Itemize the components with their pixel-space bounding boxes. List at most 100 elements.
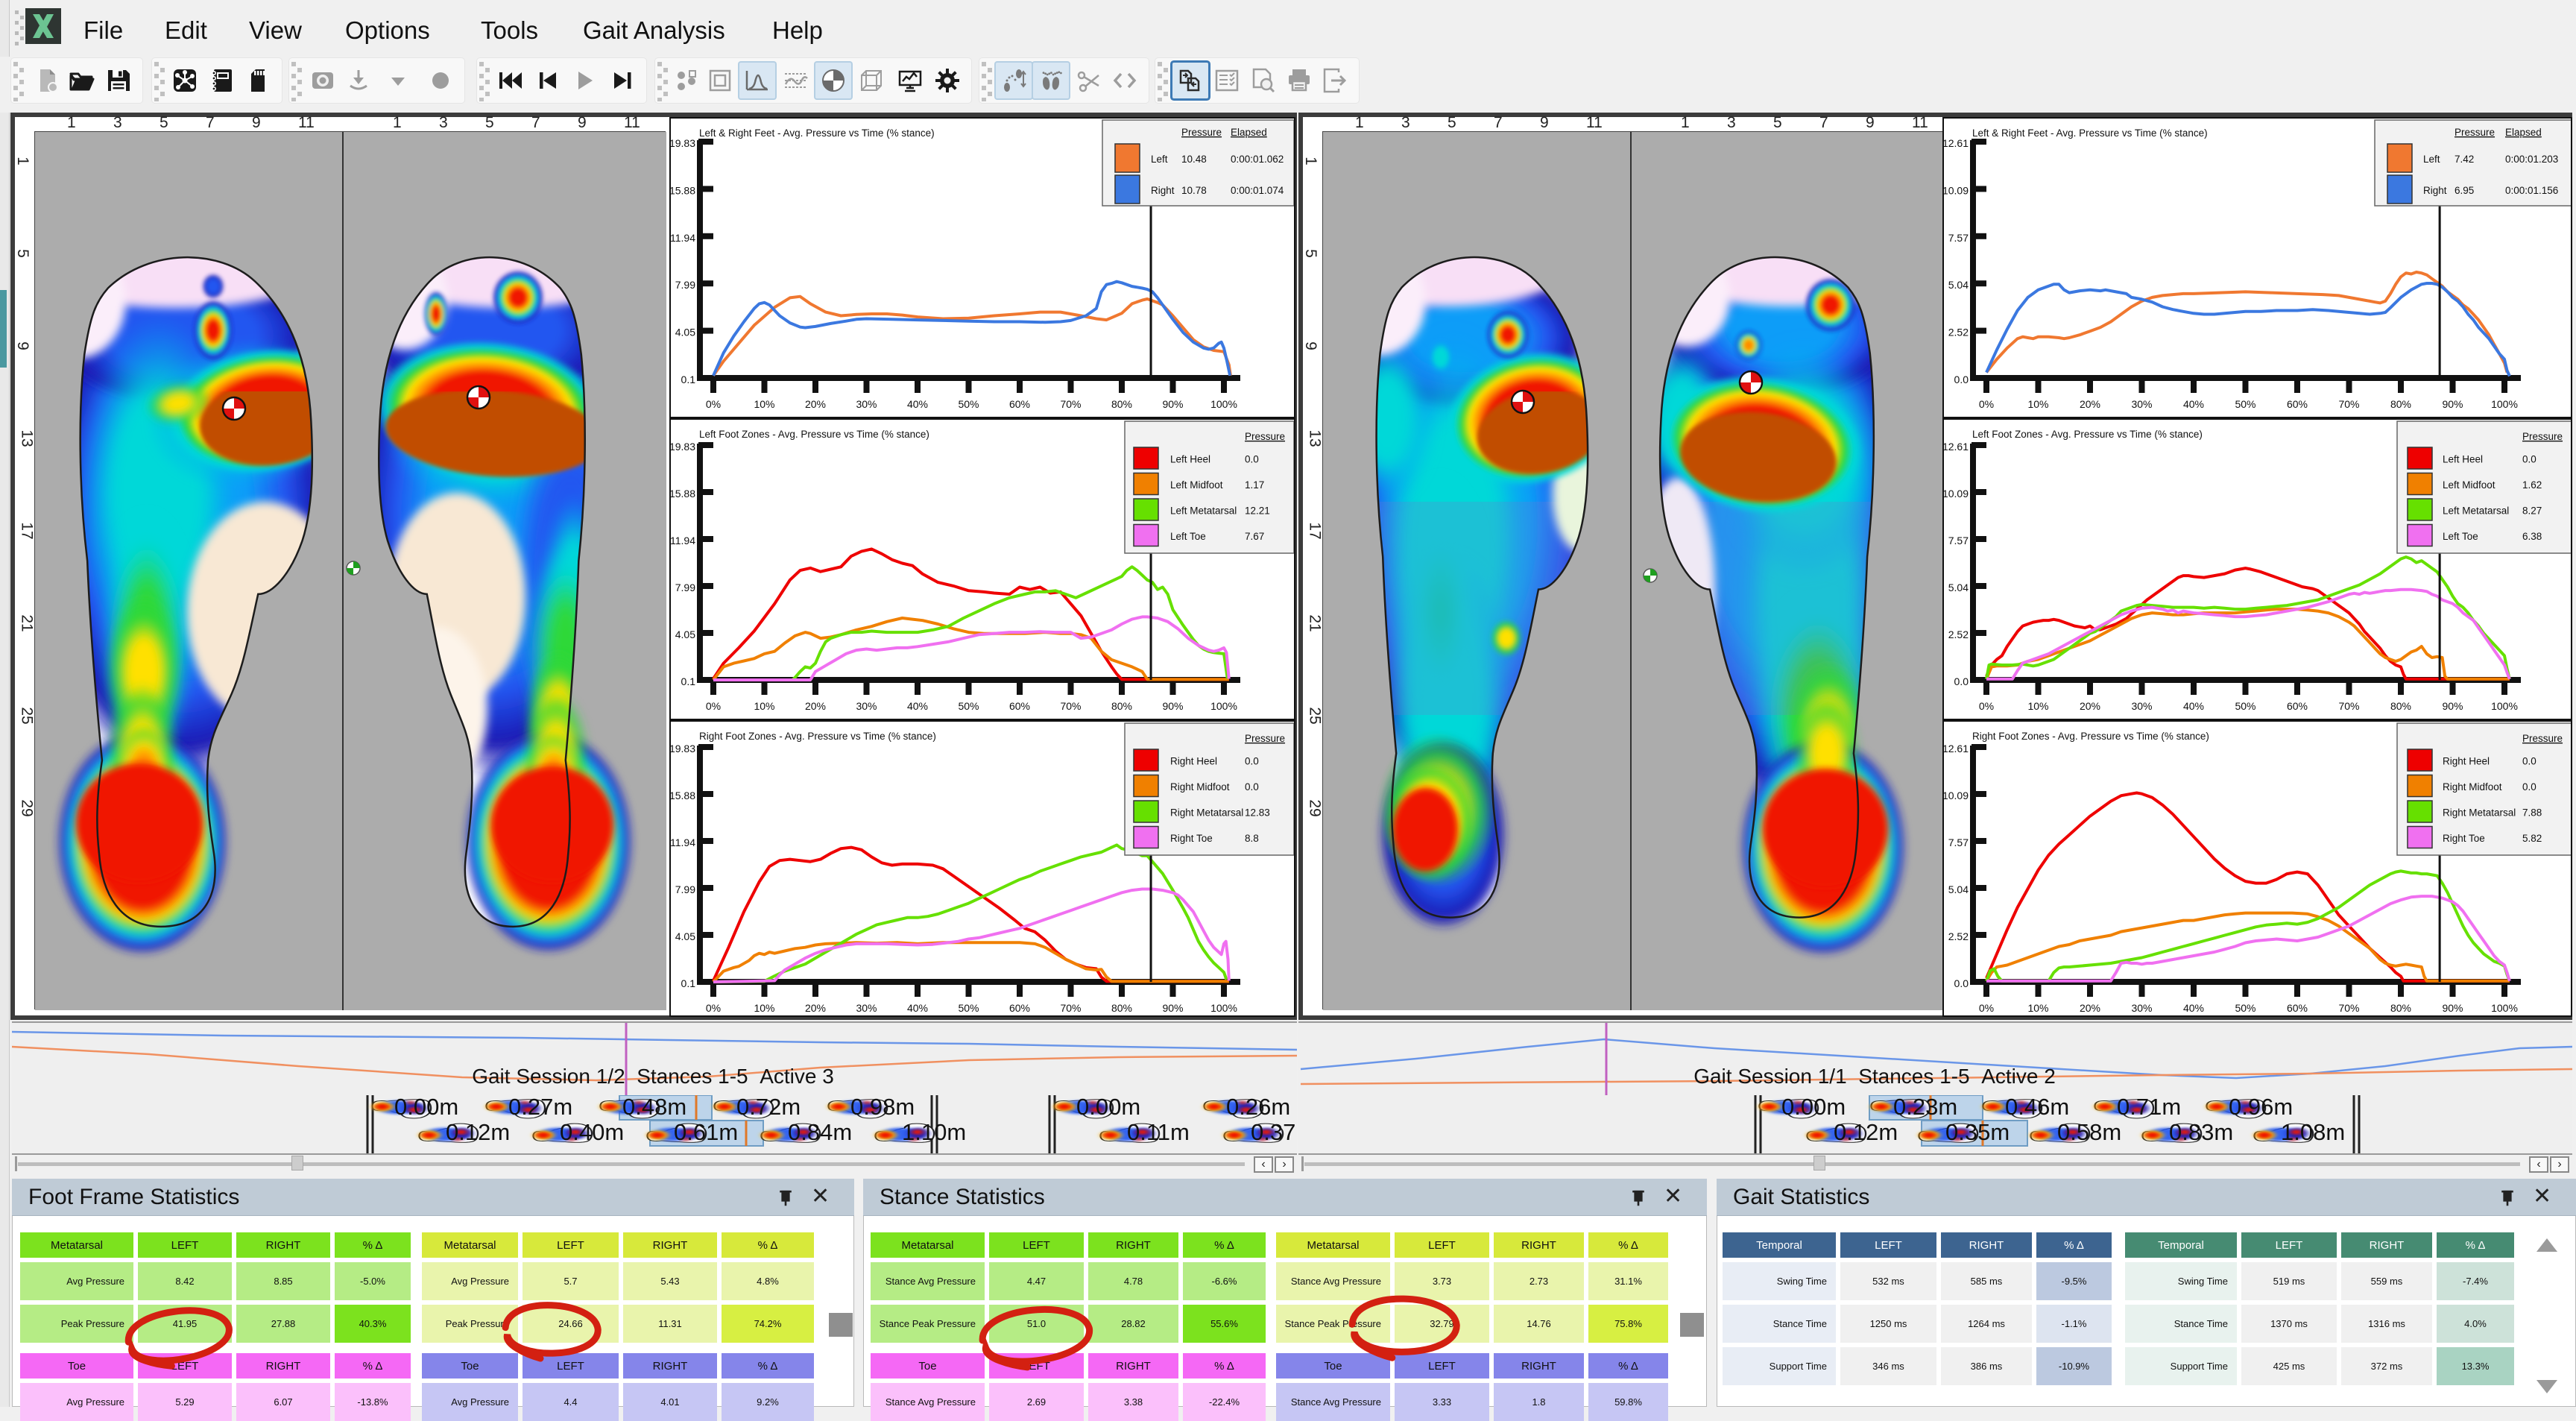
svg-text:Pressure: Pressure xyxy=(2522,733,2563,744)
svg-text:Left Metatarsal: Left Metatarsal xyxy=(1170,505,1237,517)
svg-text:Right Heel: Right Heel xyxy=(1170,756,1217,767)
svg-text:40%: 40% xyxy=(907,398,928,410)
svg-text:7.57: 7.57 xyxy=(1948,535,1969,546)
svg-text:90%: 90% xyxy=(1162,1002,1183,1014)
svg-text:5.04: 5.04 xyxy=(1948,883,1969,895)
svg-text:7.57: 7.57 xyxy=(1948,232,1969,244)
svg-text:90%: 90% xyxy=(2442,700,2463,712)
svg-text:2.52: 2.52 xyxy=(1948,327,1969,338)
svg-text:20%: 20% xyxy=(805,1002,826,1014)
svg-text:0%: 0% xyxy=(1979,1002,1994,1014)
svg-text:7.67: 7.67 xyxy=(1245,531,1264,542)
svg-text:10.48: 10.48 xyxy=(1181,154,1207,165)
svg-text:Left: Left xyxy=(1151,154,1168,165)
svg-text:Right Metatarsal: Right Metatarsal xyxy=(1170,807,1243,819)
svg-text:30%: 30% xyxy=(2131,700,2152,712)
svg-text:Right Toe: Right Toe xyxy=(2443,833,2485,844)
svg-text:100%: 100% xyxy=(1210,1002,1237,1014)
svg-text:10%: 10% xyxy=(2027,700,2048,712)
svg-text:30%: 30% xyxy=(2131,398,2152,410)
svg-text:4.05: 4.05 xyxy=(675,628,695,640)
svg-text:90%: 90% xyxy=(1162,700,1183,712)
svg-text:20%: 20% xyxy=(805,700,826,712)
svg-text:70%: 70% xyxy=(2338,398,2359,410)
svg-text:Right Midfoot: Right Midfoot xyxy=(1170,781,1230,793)
svg-text:Left Heel: Left Heel xyxy=(1170,454,1210,465)
svg-text:8.27: 8.27 xyxy=(2522,505,2542,517)
svg-text:40%: 40% xyxy=(2183,1002,2204,1014)
svg-text:0%: 0% xyxy=(706,1002,721,1014)
svg-text:Pressure: Pressure xyxy=(1245,431,1285,442)
svg-text:80%: 80% xyxy=(1111,1002,1132,1014)
svg-text:80%: 80% xyxy=(1111,700,1132,712)
svg-text:50%: 50% xyxy=(958,398,979,410)
svg-text:Elapsed: Elapsed xyxy=(2505,127,2542,138)
svg-text:0.0: 0.0 xyxy=(1954,675,1969,687)
svg-text:70%: 70% xyxy=(1060,398,1081,410)
svg-text:19.83: 19.83 xyxy=(671,137,695,149)
svg-text:0%: 0% xyxy=(1979,398,1994,410)
svg-text:5.04: 5.04 xyxy=(1948,582,1969,593)
svg-text:0.0: 0.0 xyxy=(1245,454,1259,465)
svg-text:Left Toe: Left Toe xyxy=(1170,531,1206,542)
svg-text:60%: 60% xyxy=(1009,1002,1030,1014)
svg-text:10.09: 10.09 xyxy=(1944,488,1969,500)
svg-text:Right: Right xyxy=(2423,185,2447,196)
svg-text:0.1: 0.1 xyxy=(681,977,696,989)
svg-text:Elapsed: Elapsed xyxy=(1231,127,1267,138)
svg-text:40%: 40% xyxy=(2183,700,2204,712)
svg-text:0.0: 0.0 xyxy=(1954,977,1969,989)
svg-text:Right Metatarsal: Right Metatarsal xyxy=(2443,807,2516,819)
svg-text:70%: 70% xyxy=(2338,700,2359,712)
svg-text:0.0: 0.0 xyxy=(2522,781,2536,793)
svg-text:Left & Right Feet - Avg. Press: Left & Right Feet - Avg. Pressure vs Tim… xyxy=(1972,127,2208,139)
svg-text:50%: 50% xyxy=(2235,700,2255,712)
svg-text:Pressure: Pressure xyxy=(2522,431,2563,442)
svg-text:0%: 0% xyxy=(706,398,721,410)
svg-text:60%: 60% xyxy=(2287,700,2308,712)
svg-text:7.42: 7.42 xyxy=(2455,154,2474,165)
svg-text:40%: 40% xyxy=(907,700,928,712)
svg-text:20%: 20% xyxy=(2080,398,2100,410)
svg-text:12.61: 12.61 xyxy=(1944,137,1969,149)
svg-text:4.05: 4.05 xyxy=(675,327,695,338)
svg-text:60%: 60% xyxy=(1009,700,1030,712)
svg-text:30%: 30% xyxy=(856,398,877,410)
svg-text:60%: 60% xyxy=(2287,1002,2308,1014)
svg-text:2.52: 2.52 xyxy=(1948,930,1969,942)
svg-text:10.09: 10.09 xyxy=(1944,184,1969,196)
svg-text:12.21: 12.21 xyxy=(1245,505,1270,517)
svg-text:6.95: 6.95 xyxy=(2455,185,2474,196)
svg-text:Right: Right xyxy=(1151,185,1175,196)
svg-text:Left Metatarsal: Left Metatarsal xyxy=(2443,505,2509,517)
svg-text:30%: 30% xyxy=(2131,1002,2152,1014)
svg-text:Right Heel: Right Heel xyxy=(2443,756,2490,767)
svg-text:70%: 70% xyxy=(1060,700,1081,712)
svg-text:Left Toe: Left Toe xyxy=(2443,531,2478,542)
svg-text:0.0: 0.0 xyxy=(1245,781,1259,793)
svg-text:Left Heel: Left Heel xyxy=(2443,454,2483,465)
svg-text:80%: 80% xyxy=(1111,398,1132,410)
svg-text:90%: 90% xyxy=(1162,398,1183,410)
svg-text:11.94: 11.94 xyxy=(671,232,695,244)
svg-text:50%: 50% xyxy=(958,700,979,712)
svg-text:11.94: 11.94 xyxy=(671,535,695,546)
svg-text:100%: 100% xyxy=(2491,700,2518,712)
svg-text:70%: 70% xyxy=(2338,1002,2359,1014)
svg-text:5.82: 5.82 xyxy=(2522,833,2542,844)
svg-text:50%: 50% xyxy=(2235,1002,2255,1014)
svg-text:Pressure: Pressure xyxy=(1245,733,1285,744)
svg-text:Right Midfoot: Right Midfoot xyxy=(2443,781,2502,793)
svg-text:50%: 50% xyxy=(958,1002,979,1014)
svg-text:90%: 90% xyxy=(2442,1002,2463,1014)
svg-text:2.52: 2.52 xyxy=(1948,628,1969,640)
svg-text:Left Foot Zones - Avg. Pressur: Left Foot Zones - Avg. Pressure vs Time … xyxy=(699,429,929,440)
svg-text:Right Foot Zones - Avg. Pressu: Right Foot Zones - Avg. Pressure vs Time… xyxy=(699,731,936,742)
svg-text:Left Midfoot: Left Midfoot xyxy=(1170,479,1223,491)
svg-text:7.99: 7.99 xyxy=(675,582,695,593)
svg-text:4.05: 4.05 xyxy=(675,930,695,942)
svg-text:100%: 100% xyxy=(1210,398,1237,410)
svg-text:12.61: 12.61 xyxy=(1944,743,1969,754)
svg-text:Pressure: Pressure xyxy=(2455,127,2495,138)
svg-text:Left Foot Zones - Avg. Pressur: Left Foot Zones - Avg. Pressure vs Time … xyxy=(1972,429,2203,440)
